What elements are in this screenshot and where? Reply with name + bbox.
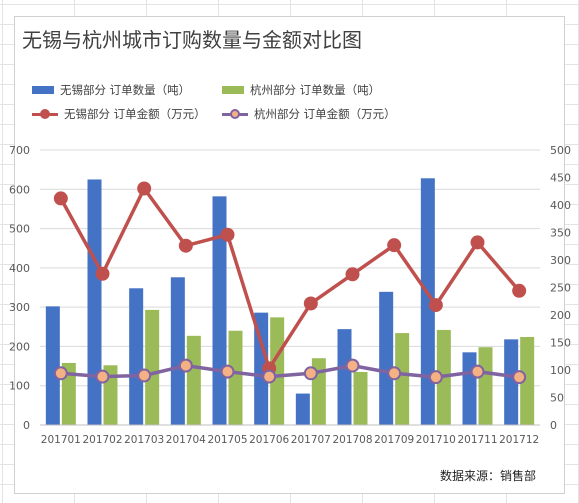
x-tick-label: 201710 xyxy=(416,434,456,446)
legend-item-hangzhou-amount: 杭州部分 订单金额（万元） xyxy=(222,106,402,122)
x-tick-label: 201707 xyxy=(291,434,331,446)
y-left-tick-label: 0 xyxy=(23,419,30,432)
y-right-tick-label: 150 xyxy=(550,337,571,350)
y-left-tick-label: 400 xyxy=(9,262,30,275)
y-left-tick-label: 700 xyxy=(9,144,30,157)
point-hangzhou-amount xyxy=(53,366,68,381)
line-wuxi-amount xyxy=(59,186,521,371)
legend-item-hangzhou-quantity: 杭州部分 订单数量（吨） xyxy=(222,82,402,98)
bar-hangzhou-quantity xyxy=(145,309,160,425)
x-tick-label: 201711 xyxy=(457,434,497,446)
point-wuxi-amount xyxy=(53,191,68,206)
point-hangzhou-amount xyxy=(137,368,152,383)
y-right-tick-label: 350 xyxy=(550,227,571,240)
bar-wuxi-quantity xyxy=(129,288,144,425)
chart-title: 无锡与杭州城市订购数量与金额对比图 xyxy=(22,28,362,52)
x-tick-label: 201702 xyxy=(82,434,122,446)
source-note: 数据来源：销售部 xyxy=(440,469,537,483)
bar-wuxi-quantity xyxy=(379,291,394,425)
x-tick-label: 201708 xyxy=(332,434,372,446)
x-tick-label: 201704 xyxy=(166,434,206,446)
bar-wuxi-quantity xyxy=(504,339,519,425)
bar-hangzhou-quantity xyxy=(478,347,493,425)
point-wuxi-amount xyxy=(220,227,235,242)
legend-swatch-hangzhou-quantity xyxy=(222,86,244,94)
legend-label-hangzhou-quantity: 杭州部分 订单数量（吨） xyxy=(250,83,381,97)
bar-wuxi-quantity xyxy=(420,178,435,425)
point-hangzhou-amount xyxy=(178,358,193,373)
chart-legend: 无锡部分 订单数量（吨） 杭州部分 订单数量（吨） 无锡部分 订单金额（万元） … xyxy=(32,82,402,122)
y-right-tick-label: 500 xyxy=(550,144,571,157)
y-right-tick-label: 250 xyxy=(550,282,571,295)
x-tick-label: 201701 xyxy=(41,434,81,446)
legend-swatch-wuxi-amount xyxy=(32,109,58,119)
bar-hangzhou-quantity xyxy=(270,317,285,425)
y-left-tick-label: 500 xyxy=(9,223,30,236)
x-tick-label: 201703 xyxy=(124,434,164,446)
legend-swatch-hangzhou-amount xyxy=(222,109,248,119)
y-right-tick-label: 400 xyxy=(550,199,571,212)
x-tick-label: 201705 xyxy=(207,434,247,446)
x-tick-label: 201712 xyxy=(499,434,539,446)
point-wuxi-amount xyxy=(387,238,402,253)
x-tick-label: 201706 xyxy=(249,434,289,446)
point-hangzhou-amount xyxy=(428,370,443,385)
bar-hangzhou-quantity xyxy=(353,371,368,425)
point-hangzhou-amount xyxy=(470,364,485,379)
point-hangzhou-amount xyxy=(95,369,110,384)
y-left-tick-label: 300 xyxy=(9,301,30,314)
y-right-tick-label: 450 xyxy=(550,172,571,185)
bar-wuxi-quantity xyxy=(462,352,477,425)
y-left-tick-label: 200 xyxy=(9,340,30,353)
y-left-tick-label: 600 xyxy=(9,183,30,196)
y-right-tick-label: 100 xyxy=(550,364,571,377)
bar-hangzhou-quantity xyxy=(186,335,201,425)
point-hangzhou-amount xyxy=(303,366,318,381)
point-wuxi-amount xyxy=(512,283,527,298)
legend-item-wuxi-amount: 无锡部分 订单金额（万元） xyxy=(32,106,222,122)
point-hangzhou-amount xyxy=(512,370,527,385)
y-right-tick-label: 0 xyxy=(550,419,557,432)
bar-wuxi-quantity xyxy=(295,393,310,425)
point-wuxi-amount xyxy=(345,267,360,282)
legend-label-hangzhou-amount: 杭州部分 订单金额（万元） xyxy=(254,107,396,121)
bar-wuxi-quantity xyxy=(337,329,352,425)
y-left-tick-label: 100 xyxy=(9,380,30,393)
bar-wuxi-quantity xyxy=(45,306,60,425)
point-wuxi-amount xyxy=(303,296,318,311)
point-hangzhou-amount xyxy=(345,358,360,373)
bar-hangzhou-quantity xyxy=(395,333,410,425)
legend-item-wuxi-quantity: 无锡部分 订单数量（吨） xyxy=(32,82,222,98)
bar-hangzhou-quantity xyxy=(228,330,243,425)
bar-wuxi-quantity xyxy=(170,277,185,425)
y-right-tick-label: 300 xyxy=(550,254,571,267)
point-hangzhou-amount xyxy=(387,366,402,381)
point-wuxi-amount xyxy=(178,238,193,253)
legend-label-wuxi-quantity: 无锡部分 订单数量（吨） xyxy=(60,83,191,97)
point-hangzhou-amount xyxy=(262,369,277,384)
point-hangzhou-amount xyxy=(220,364,235,379)
y-right-tick-label: 50 xyxy=(550,392,564,405)
point-wuxi-amount xyxy=(95,266,110,281)
point-wuxi-amount xyxy=(137,181,152,196)
x-tick-label: 201709 xyxy=(374,434,414,446)
bar-wuxi-quantity xyxy=(254,312,269,425)
point-wuxi-amount xyxy=(470,235,485,250)
bar-wuxi-quantity xyxy=(87,179,102,425)
y-right-tick-label: 200 xyxy=(550,309,571,322)
bar-hangzhou-quantity xyxy=(520,337,535,425)
point-wuxi-amount xyxy=(428,298,443,313)
legend-swatch-wuxi-quantity xyxy=(32,86,54,94)
legend-label-wuxi-amount: 无锡部分 订单金额（万元） xyxy=(64,107,206,121)
